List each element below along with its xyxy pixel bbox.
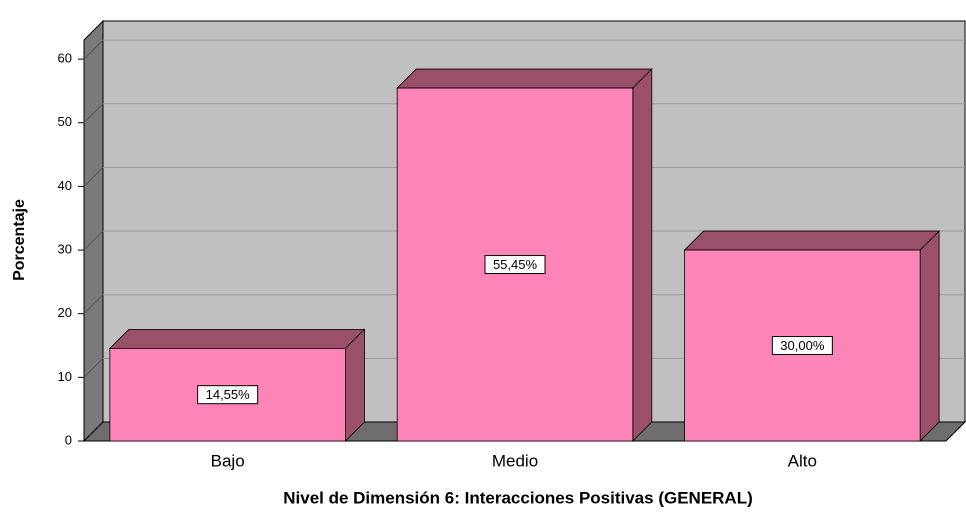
- x-tick-label: Bajo: [211, 451, 245, 470]
- bar-top: [108, 328, 366, 349]
- y-tick-label: 40: [58, 178, 72, 193]
- y-tick-label: 20: [58, 305, 72, 320]
- y-tick-label: 30: [58, 241, 72, 256]
- y-axis-title: Porcentaje: [11, 199, 28, 281]
- grid-line: [83, 357, 104, 378]
- grid-line: [83, 39, 104, 60]
- value-label: 14,55%: [206, 387, 251, 402]
- bar-side: [919, 230, 940, 442]
- x-tick-label: Alto: [788, 451, 817, 470]
- y-tick-label: 0: [65, 432, 72, 447]
- bar-side: [345, 328, 365, 442]
- y-tick-label: 50: [58, 114, 72, 129]
- bar-top: [396, 68, 653, 89]
- grid-line: [83, 167, 104, 187]
- value-label-box: [484, 255, 546, 275]
- y-tick-label: 60: [58, 51, 72, 66]
- bar-top: [683, 230, 941, 251]
- side-wall: [83, 19, 104, 443]
- grid-line: [83, 103, 104, 124]
- y-tick-label: 10: [58, 369, 72, 384]
- grid-line: [83, 294, 104, 315]
- value-label: 55,45%: [493, 257, 538, 272]
- value-label-box: [771, 336, 833, 356]
- value-label-box: [197, 385, 259, 405]
- grid-line: [83, 230, 104, 251]
- x-axis-title: Nivel de Dimensión 6: Interacciones Posi…: [283, 488, 753, 507]
- bar-side: [632, 68, 653, 442]
- x-tick-label: Medio: [492, 451, 538, 470]
- value-label: 30,00%: [780, 338, 825, 353]
